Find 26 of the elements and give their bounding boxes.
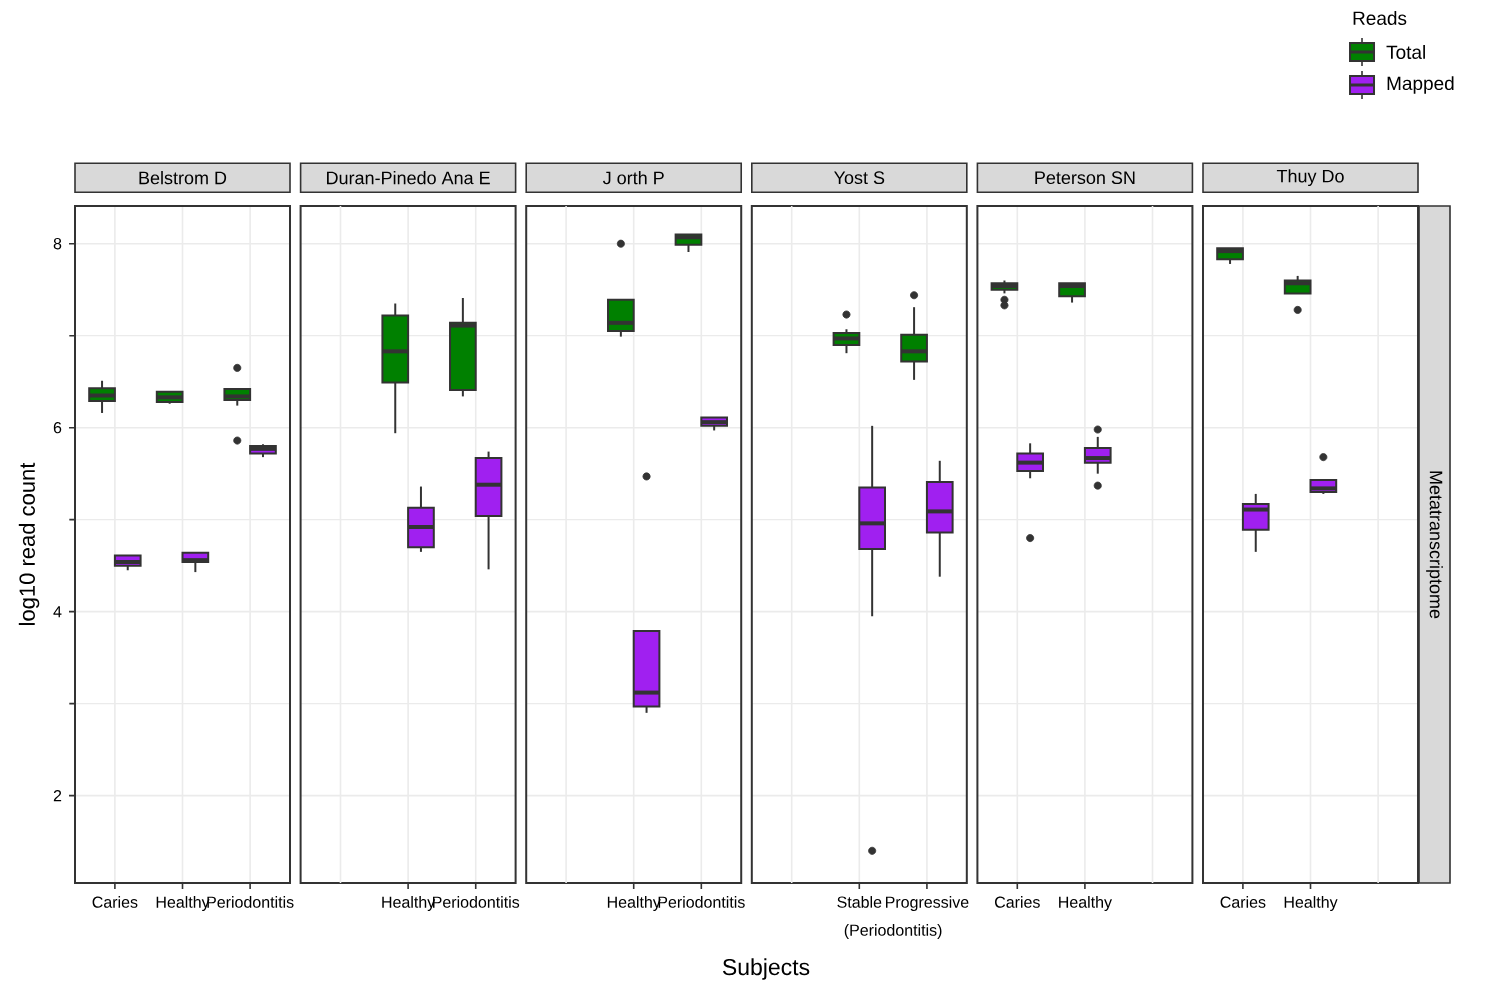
x-tick-label: Healthy <box>382 896 436 911</box>
legend-title: Reads <box>1353 11 1407 25</box>
x-axis-title: Subjects <box>722 958 810 980</box>
chart-title: J orth P <box>602 171 664 185</box>
x-tick-label: Stable <box>837 896 882 908</box>
y-tick-label: 2 <box>53 790 62 802</box>
y-tick-label: 8 <box>53 238 62 250</box>
x-tick-label: Caries <box>995 896 1040 908</box>
y-tick-label: 4 <box>53 606 62 618</box>
x-tick-label: Progressive <box>886 896 969 911</box>
x-tick-label: Periodontitis <box>433 896 520 908</box>
legend-label: Total <box>1386 45 1425 59</box>
x-tick-label: Healthy <box>1284 896 1338 911</box>
chart-title: Yost S <box>834 171 885 185</box>
chart-title: Duran-Pinedo Ana E <box>327 171 490 185</box>
chart-title: Thuy Do <box>1276 169 1344 187</box>
chart-title: Peterson SN <box>1035 171 1135 185</box>
x-tick-label: Caries <box>1220 896 1266 908</box>
legend-label: Mapped <box>1387 76 1454 94</box>
y-axis-title: log10 read count <box>18 462 40 625</box>
x-tick-label: Caries <box>92 896 138 908</box>
text: Metatranscriptome <box>1426 471 1443 619</box>
y-tick-label: 6 <box>53 422 62 434</box>
chart-title: Belstrom D <box>139 171 227 185</box>
x-tick-label: Healthy <box>1059 896 1112 911</box>
text: (Periodontitis) <box>844 924 942 939</box>
